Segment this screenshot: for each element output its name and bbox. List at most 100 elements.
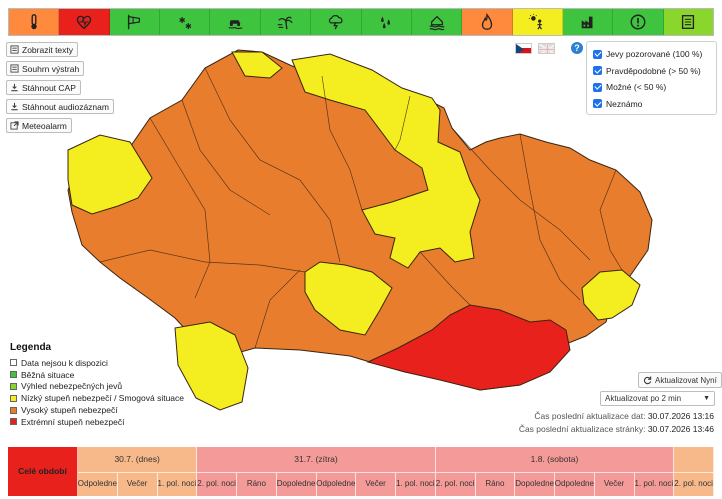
checkbox[interactable] — [593, 82, 602, 92]
category-temperature[interactable] — [9, 9, 60, 35]
filter-row[interactable]: Možné (< 50 %) — [593, 79, 710, 96]
svg-text:✱: ✱ — [185, 21, 192, 31]
download-icon — [11, 83, 18, 92]
category-road[interactable] — [210, 9, 261, 35]
flood-house-icon — [429, 15, 445, 31]
download-audio-button[interactable]: Stáhnout audiozáznam — [6, 99, 114, 114]
timeline-period-cell[interactable]: 1. pol. noci — [157, 472, 198, 496]
page-update-value: 30.07.2026 13:46 — [647, 424, 714, 434]
filter-label: Jevy pozorované (100 %) — [606, 49, 703, 60]
exclamation-circle-icon — [630, 14, 646, 30]
timeline-period-cell[interactable]: Ráno — [237, 472, 277, 496]
czech-flag-icon[interactable] — [515, 42, 532, 54]
flame-icon — [481, 13, 493, 30]
timeline-period-cell[interactable]: Odpoledne — [316, 472, 357, 496]
category-health[interactable] — [59, 9, 110, 35]
summary-label: Souhrn výstrah — [22, 63, 80, 74]
timeline-period-cell[interactable]: 1. pol. noci — [396, 472, 436, 496]
timeline-day-header[interactable]: 31.7. (zítra) — [197, 447, 436, 472]
legend-item: Běžná situace — [10, 369, 184, 381]
map-region-yellow-west[interactable] — [67, 134, 153, 215]
checkbox[interactable] — [593, 66, 602, 76]
uk-flag-icon[interactable] — [538, 42, 555, 54]
refresh-interval-select[interactable]: Aktualizovat po 2 min ▼ — [600, 391, 715, 406]
filter-label: Pravděpodobné (> 50 %) — [606, 65, 701, 76]
legend-swatch — [10, 359, 17, 367]
map-region-yellow-south-west[interactable] — [174, 321, 249, 411]
download-cap-button[interactable]: Stáhnout CAP — [6, 80, 81, 95]
timeline-day-header[interactable]: 30.7. (dnes) — [78, 447, 198, 472]
checkbox[interactable] — [593, 49, 602, 59]
download-icon — [11, 102, 18, 111]
page-update-label: Čas poslední aktualizace stránky: — [518, 424, 646, 434]
category-fire[interactable] — [462, 9, 513, 35]
refresh-icon — [643, 375, 652, 384]
map-region-yellow-east[interactable] — [581, 269, 641, 321]
timeline-period-cell[interactable]: Ráno — [475, 472, 516, 496]
legend-label: Nízký stupeň nebezpečí / Smogová situace — [21, 393, 185, 404]
legend-item: Data nejsou k dispozici — [10, 357, 184, 369]
category-flood[interactable] — [411, 9, 463, 35]
category-storm[interactable] — [260, 9, 312, 35]
legend-swatch — [10, 418, 17, 426]
category-info[interactable] — [663, 9, 714, 35]
timeline-period-cell[interactable]: Dopoledne — [515, 472, 555, 496]
legend-swatch — [10, 394, 17, 402]
chevron-down-icon: ▼ — [703, 395, 710, 402]
car-skid-icon — [228, 20, 243, 30]
legend-label: Běžná situace — [21, 369, 75, 380]
timeline-day-header[interactable]: 1.8. (sobota) — [435, 447, 675, 472]
map-region-yellow-center[interactable] — [304, 261, 393, 336]
legend-swatch — [10, 382, 17, 390]
document-icon — [682, 15, 695, 29]
legend-label: Výhled nebezpečných jevů — [21, 381, 123, 392]
raindrops-icon — [381, 16, 391, 29]
windsock-icon — [128, 14, 141, 30]
data-update-label: Čas poslední aktualizace dat: — [534, 411, 646, 421]
refresh-now-button[interactable]: Aktualizovat Nyní — [638, 372, 722, 388]
summary-button[interactable]: Souhrn výstrah — [6, 61, 85, 76]
timeline-period-cell[interactable]: 2. pol. noci — [435, 472, 476, 496]
filter-row[interactable]: Neznámo — [593, 96, 710, 113]
map-region-yellow-north-west[interactable] — [231, 51, 283, 79]
timeline-period-cell[interactable]: 2. pol. noci — [197, 472, 237, 496]
category-warning[interactable] — [613, 9, 664, 35]
timeline-period-cell[interactable]: Odpoledne — [555, 472, 595, 496]
timeline-period-cell[interactable]: 2. pol. noci — [674, 472, 714, 496]
refresh-interval-value: Aktualizovat po 2 min — [605, 394, 682, 403]
legend-item: Nízký stupeň nebezpečí / Smogová situace — [10, 392, 184, 404]
category-smog[interactable] — [562, 9, 614, 35]
timeline-period-cell[interactable]: Odpoledne — [78, 472, 118, 496]
legend: Legenda Data nejsou k dispozici Běžná sit… — [10, 342, 184, 428]
timeline-period-cell[interactable]: Večer — [594, 472, 635, 496]
category-rain[interactable] — [361, 9, 412, 35]
category-heat[interactable] — [512, 9, 563, 35]
category-thunderstorm[interactable] — [311, 9, 362, 35]
timeline-period-cell[interactable]: Večer — [117, 472, 158, 496]
checkbox[interactable] — [593, 99, 602, 109]
data-update-value: 30.07.2026 13:16 — [647, 411, 714, 421]
legend-swatch — [10, 406, 17, 414]
timeline-period-cell[interactable]: Dopoledne — [276, 472, 317, 496]
help-icon[interactable]: ? — [571, 42, 583, 54]
legend-item: Vysoký stupeň nebezpečí — [10, 404, 184, 416]
show-texts-button[interactable]: Zobrazit texty — [6, 42, 79, 57]
timeline-period-cell[interactable]: 1. pol. noci — [634, 472, 675, 496]
svg-text:✱: ✱ — [178, 15, 185, 25]
whole-period-cell[interactable]: Celé období — [8, 447, 78, 496]
timeline-period-cell[interactable]: Večer — [356, 472, 396, 496]
map-region-red-south-moravia[interactable] — [366, 304, 571, 391]
meteoalarm-button[interactable]: Meteoalarm — [6, 118, 72, 133]
filter-row[interactable]: Jevy pozorované (100 %) — [593, 46, 710, 63]
timeline-day-header-next[interactable] — [674, 447, 714, 472]
category-snow[interactable]: ✱ ✱ — [160, 9, 211, 35]
category-wind[interactable] — [109, 9, 161, 35]
hazard-category-bar: ✱ ✱ — [8, 8, 714, 36]
filter-row[interactable]: Pravděpodobné (> 50 %) — [593, 63, 710, 80]
legend-label: Vysoký stupeň nebezpečí — [21, 405, 118, 416]
show-texts-label: Zobrazit texty — [22, 44, 74, 55]
thermometer-icon — [30, 14, 37, 30]
sun-person-icon — [529, 13, 543, 30]
map-region-yellow-north[interactable] — [291, 53, 481, 269]
timeline: Celé období 30.7. (dnes) 31.7. (zítra) 1.8.… — [8, 447, 714, 496]
